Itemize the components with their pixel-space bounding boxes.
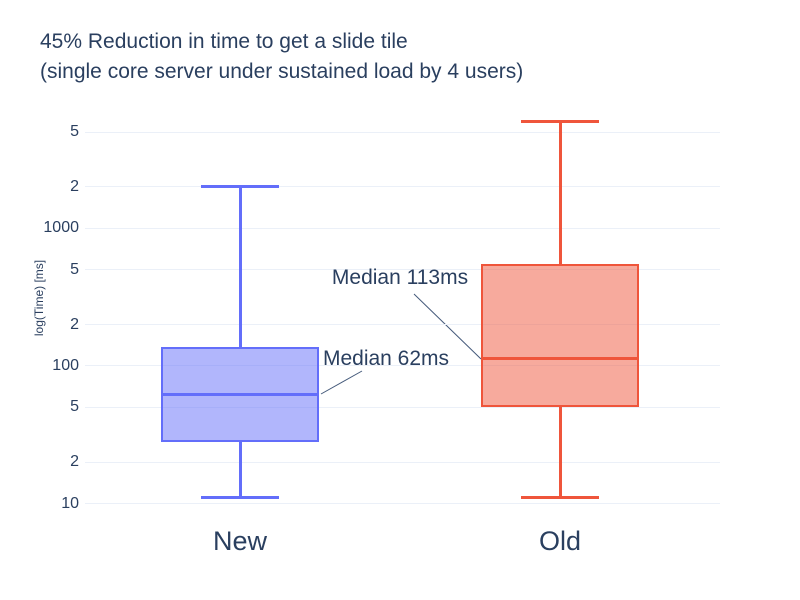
y-tick-label: 2 [70,315,79,333]
y-tick-label: 10 [61,494,79,512]
annotation-median-62ms: Median 62ms [322,347,450,370]
whisker-stem-upper [238,186,242,347]
whisker-stem-lower [558,407,562,498]
y-tick-label: 5 [70,123,79,141]
y-tick-label: 2 [70,453,79,471]
chart-title-line2: (single core server under sustained load… [40,60,524,83]
annotation-median-113ms: Median 113ms [331,266,469,289]
whisker-cap-max [521,119,599,123]
y-axis-title: log(Time) [ms] [32,259,46,337]
y-gridline [85,406,720,408]
y-gridline [85,461,720,463]
x-tick-label-old: Old [538,526,582,556]
y-tick-label: 100 [52,356,79,374]
median-line-new [161,393,319,396]
annotation-leader-line [320,370,363,395]
y-gridline [85,365,720,367]
y-gridline [85,269,720,271]
median-line-old [481,357,639,360]
y-gridline [85,503,720,505]
y-gridline [85,324,720,326]
whisker-cap-min [521,496,599,500]
y-gridline [85,186,720,188]
y-tick-label: 1000 [43,219,79,237]
y-tick-label: 5 [70,398,79,416]
box-old [481,264,639,408]
whisker-cap-max [201,185,279,189]
chart-title: 45% Reduction in time to get a slide til… [40,27,523,87]
whisker-cap-min [201,496,279,500]
y-gridline [85,131,720,133]
x-tick-label-new: New [212,526,268,556]
chart-title-line1: 45% Reduction in time to get a slide til… [40,30,408,53]
y-gridline [85,227,720,229]
y-tick-label: 5 [70,260,79,278]
y-tick-label: 2 [70,177,79,195]
whisker-stem-lower [238,442,242,498]
whisker-stem-upper [558,121,562,265]
